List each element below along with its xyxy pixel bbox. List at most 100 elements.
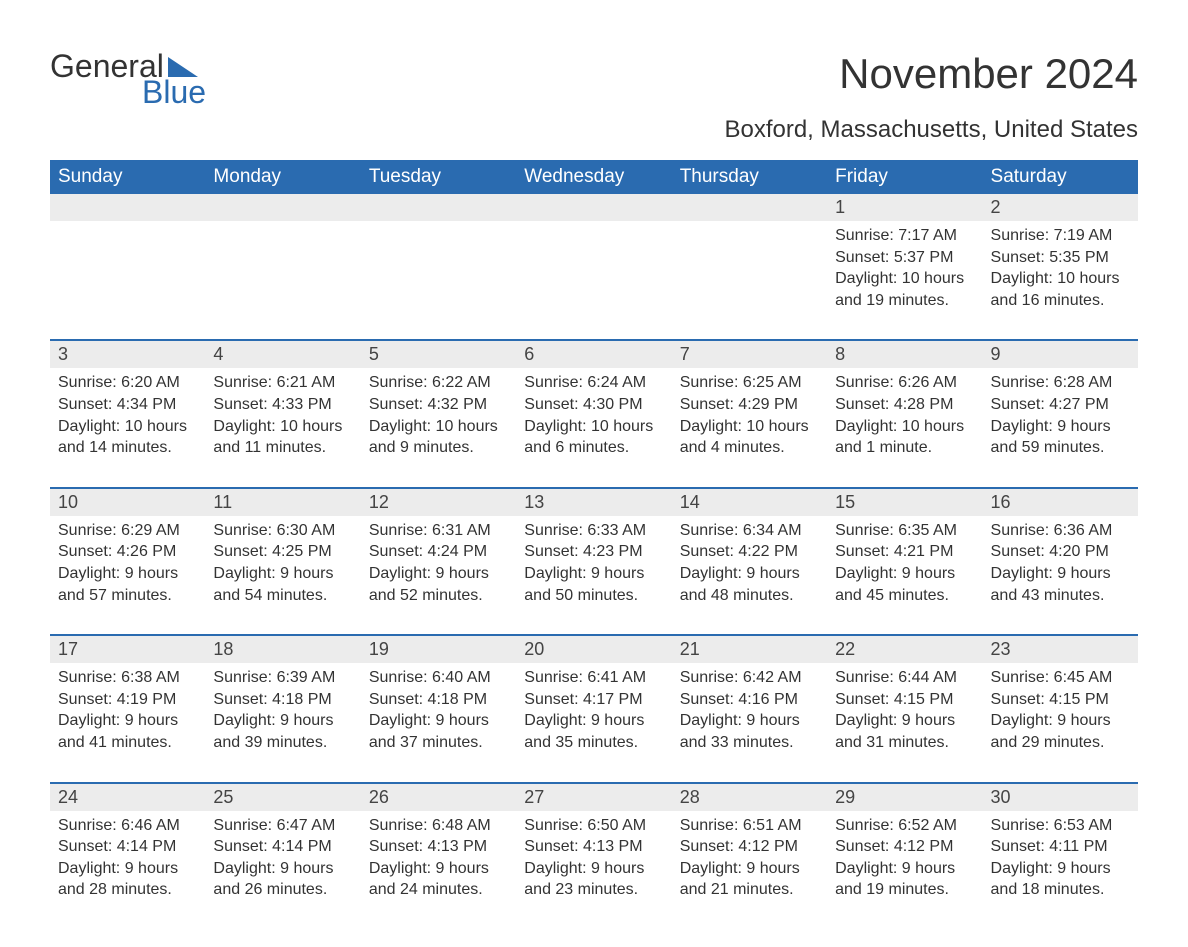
- week-number-row: 12: [50, 194, 1138, 221]
- sunset-line: Sunset: 4:22 PM: [680, 541, 819, 563]
- day-number-cell: 4: [205, 340, 360, 368]
- sunset-line: Sunset: 4:17 PM: [524, 689, 663, 711]
- day-number-cell: 9: [983, 340, 1138, 368]
- day-number-cell: 7: [672, 340, 827, 368]
- day-number-cell: [205, 194, 360, 221]
- sunrise-line: Sunrise: 6:52 AM: [835, 815, 974, 837]
- daylight-line: Daylight: 9 hours and 50 minutes.: [524, 563, 663, 606]
- daylight-line: Daylight: 9 hours and 28 minutes.: [58, 858, 197, 901]
- sunrise-line: Sunrise: 6:46 AM: [58, 815, 197, 837]
- sunrise-line: Sunrise: 6:45 AM: [991, 667, 1130, 689]
- sunrise-line: Sunrise: 6:20 AM: [58, 372, 197, 394]
- day-number-cell: 22: [827, 635, 982, 663]
- weekday-header: Tuesday: [361, 160, 516, 194]
- week-detail-row: Sunrise: 7:17 AMSunset: 5:37 PMDaylight:…: [50, 221, 1138, 340]
- sunrise-line: Sunrise: 6:38 AM: [58, 667, 197, 689]
- day-detail-cell: Sunrise: 6:26 AMSunset: 4:28 PMDaylight:…: [827, 368, 982, 487]
- day-number-cell: [50, 194, 205, 221]
- day-number-cell: 1: [827, 194, 982, 221]
- day-number-cell: 10: [50, 488, 205, 516]
- page-title: November 2024: [839, 50, 1138, 98]
- day-number-cell: [516, 194, 671, 221]
- sunrise-line: Sunrise: 6:25 AM: [680, 372, 819, 394]
- daylight-line: Daylight: 9 hours and 43 minutes.: [991, 563, 1130, 606]
- sunrise-line: Sunrise: 6:42 AM: [680, 667, 819, 689]
- sunset-line: Sunset: 4:26 PM: [58, 541, 197, 563]
- daylight-line: Daylight: 10 hours and 14 minutes.: [58, 416, 197, 459]
- day-number-cell: 21: [672, 635, 827, 663]
- sunrise-line: Sunrise: 6:21 AM: [213, 372, 352, 394]
- day-detail-cell: [516, 221, 671, 340]
- day-detail-cell: Sunrise: 6:28 AMSunset: 4:27 PMDaylight:…: [983, 368, 1138, 487]
- daylight-line: Daylight: 9 hours and 41 minutes.: [58, 710, 197, 753]
- sunrise-line: Sunrise: 6:40 AM: [369, 667, 508, 689]
- sunset-line: Sunset: 4:23 PM: [524, 541, 663, 563]
- sunrise-line: Sunrise: 6:48 AM: [369, 815, 508, 837]
- sunrise-line: Sunrise: 6:39 AM: [213, 667, 352, 689]
- day-number-cell: 30: [983, 783, 1138, 811]
- day-detail-cell: Sunrise: 6:45 AMSunset: 4:15 PMDaylight:…: [983, 663, 1138, 782]
- week-number-row: 10111213141516: [50, 488, 1138, 516]
- day-number-cell: 20: [516, 635, 671, 663]
- day-number-cell: [361, 194, 516, 221]
- day-detail-cell: Sunrise: 6:46 AMSunset: 4:14 PMDaylight:…: [50, 811, 205, 907]
- sunset-line: Sunset: 4:12 PM: [835, 836, 974, 858]
- day-detail-cell: Sunrise: 6:21 AMSunset: 4:33 PMDaylight:…: [205, 368, 360, 487]
- weekday-header-row: Sunday Monday Tuesday Wednesday Thursday…: [50, 160, 1138, 194]
- daylight-line: Daylight: 9 hours and 35 minutes.: [524, 710, 663, 753]
- daylight-line: Daylight: 10 hours and 9 minutes.: [369, 416, 508, 459]
- sunset-line: Sunset: 4:15 PM: [835, 689, 974, 711]
- sunrise-line: Sunrise: 6:51 AM: [680, 815, 819, 837]
- sunset-line: Sunset: 4:14 PM: [213, 836, 352, 858]
- sunrise-line: Sunrise: 6:47 AM: [213, 815, 352, 837]
- day-number-cell: 13: [516, 488, 671, 516]
- sunset-line: Sunset: 5:35 PM: [991, 247, 1130, 269]
- daylight-line: Daylight: 10 hours and 6 minutes.: [524, 416, 663, 459]
- sunrise-line: Sunrise: 6:41 AM: [524, 667, 663, 689]
- daylight-line: Daylight: 9 hours and 18 minutes.: [991, 858, 1130, 901]
- day-number-cell: 25: [205, 783, 360, 811]
- day-detail-cell: Sunrise: 6:47 AMSunset: 4:14 PMDaylight:…: [205, 811, 360, 907]
- week-detail-row: Sunrise: 6:29 AMSunset: 4:26 PMDaylight:…: [50, 516, 1138, 635]
- day-detail-cell: Sunrise: 6:40 AMSunset: 4:18 PMDaylight:…: [361, 663, 516, 782]
- day-detail-cell: Sunrise: 6:53 AMSunset: 4:11 PMDaylight:…: [983, 811, 1138, 907]
- day-detail-cell: Sunrise: 6:33 AMSunset: 4:23 PMDaylight:…: [516, 516, 671, 635]
- day-detail-cell: Sunrise: 6:52 AMSunset: 4:12 PMDaylight:…: [827, 811, 982, 907]
- daylight-line: Daylight: 9 hours and 26 minutes.: [213, 858, 352, 901]
- week-detail-row: Sunrise: 6:38 AMSunset: 4:19 PMDaylight:…: [50, 663, 1138, 782]
- sunrise-line: Sunrise: 6:36 AM: [991, 520, 1130, 542]
- day-number-cell: 3: [50, 340, 205, 368]
- sunrise-line: Sunrise: 6:53 AM: [991, 815, 1130, 837]
- day-detail-cell: Sunrise: 6:29 AMSunset: 4:26 PMDaylight:…: [50, 516, 205, 635]
- sunset-line: Sunset: 4:15 PM: [991, 689, 1130, 711]
- daylight-line: Daylight: 9 hours and 59 minutes.: [991, 416, 1130, 459]
- sunset-line: Sunset: 4:21 PM: [835, 541, 974, 563]
- weekday-header: Friday: [827, 160, 982, 194]
- sunrise-line: Sunrise: 6:29 AM: [58, 520, 197, 542]
- daylight-line: Daylight: 9 hours and 57 minutes.: [58, 563, 197, 606]
- daylight-line: Daylight: 10 hours and 16 minutes.: [991, 268, 1130, 311]
- day-detail-cell: Sunrise: 6:35 AMSunset: 4:21 PMDaylight:…: [827, 516, 982, 635]
- sunset-line: Sunset: 4:27 PM: [991, 394, 1130, 416]
- sunset-line: Sunset: 4:32 PM: [369, 394, 508, 416]
- day-detail-cell: Sunrise: 6:39 AMSunset: 4:18 PMDaylight:…: [205, 663, 360, 782]
- day-number-cell: 26: [361, 783, 516, 811]
- day-detail-cell: Sunrise: 6:25 AMSunset: 4:29 PMDaylight:…: [672, 368, 827, 487]
- daylight-line: Daylight: 9 hours and 39 minutes.: [213, 710, 352, 753]
- daylight-line: Daylight: 9 hours and 48 minutes.: [680, 563, 819, 606]
- header: General Blue November 2024: [50, 50, 1138, 108]
- day-number-cell: 2: [983, 194, 1138, 221]
- day-detail-cell: Sunrise: 6:24 AMSunset: 4:30 PMDaylight:…: [516, 368, 671, 487]
- week-detail-row: Sunrise: 6:46 AMSunset: 4:14 PMDaylight:…: [50, 811, 1138, 907]
- day-number-cell: 16: [983, 488, 1138, 516]
- day-number-cell: 23: [983, 635, 1138, 663]
- sunset-line: Sunset: 4:13 PM: [369, 836, 508, 858]
- week-number-row: 24252627282930: [50, 783, 1138, 811]
- sunrise-line: Sunrise: 6:24 AM: [524, 372, 663, 394]
- day-detail-cell: Sunrise: 6:31 AMSunset: 4:24 PMDaylight:…: [361, 516, 516, 635]
- calendar-table: Sunday Monday Tuesday Wednesday Thursday…: [50, 160, 1138, 907]
- daylight-line: Daylight: 9 hours and 31 minutes.: [835, 710, 974, 753]
- day-number-cell: 5: [361, 340, 516, 368]
- sunset-line: Sunset: 4:30 PM: [524, 394, 663, 416]
- day-detail-cell: Sunrise: 6:41 AMSunset: 4:17 PMDaylight:…: [516, 663, 671, 782]
